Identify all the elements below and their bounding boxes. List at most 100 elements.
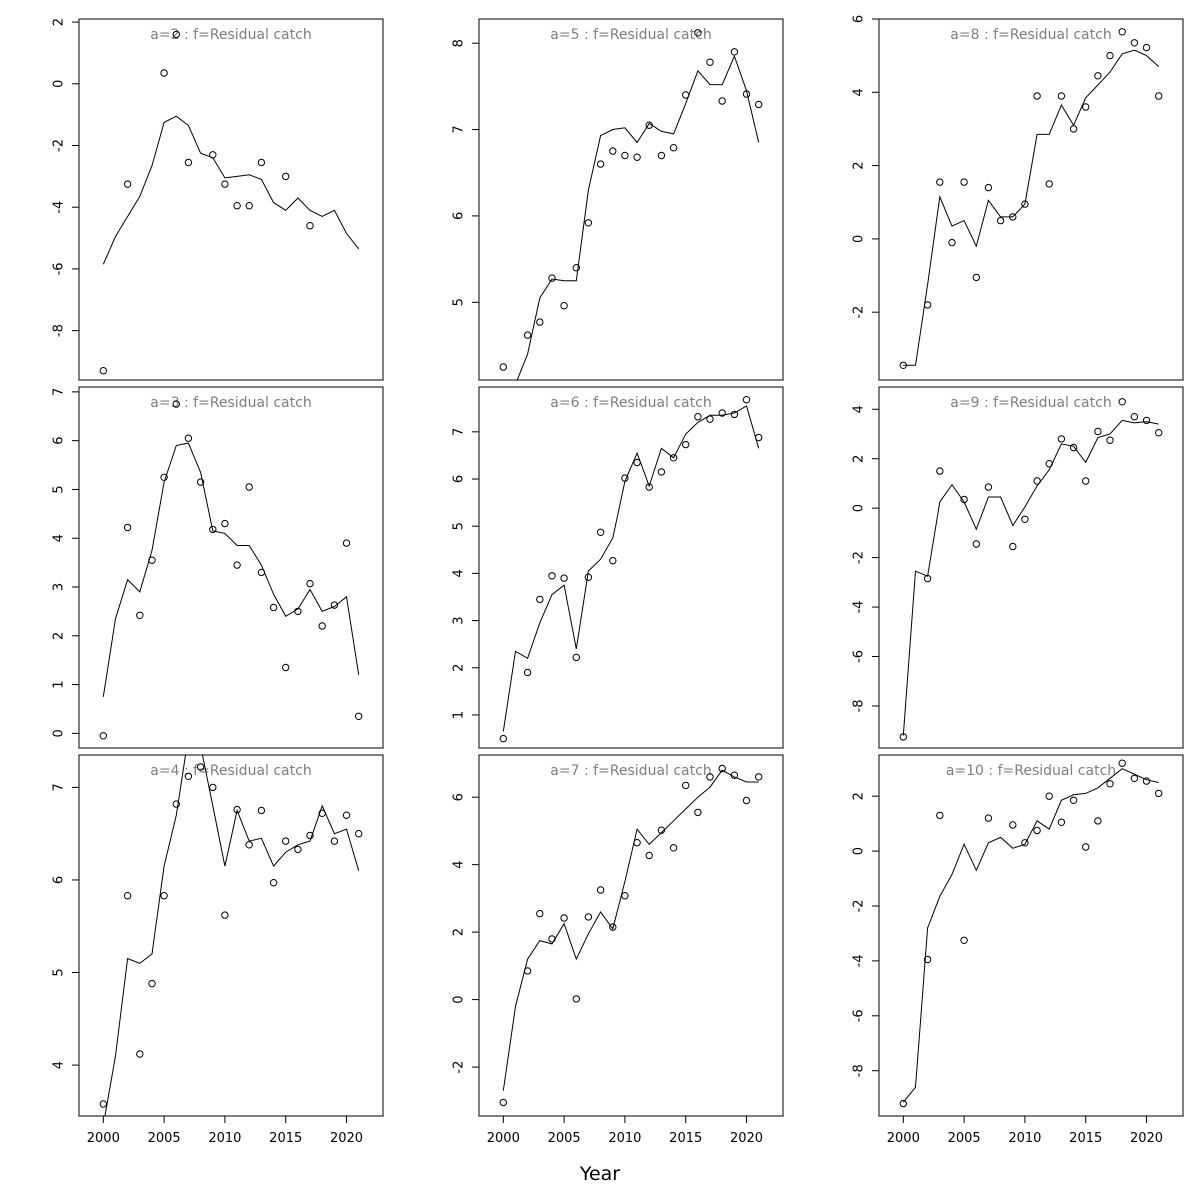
x-tick-label: 2010 [608, 1131, 641, 1146]
observed-point [209, 151, 217, 159]
y-tick-label: 7 [52, 783, 67, 791]
y-tick-label: -2 [852, 551, 867, 564]
y-tick-label: -6 [852, 650, 867, 663]
observed-point [245, 841, 253, 849]
observed-point [1106, 436, 1114, 444]
observed-point [1033, 92, 1041, 100]
observed-point [1155, 789, 1163, 798]
observed-point [548, 935, 556, 943]
observed-point [669, 144, 678, 152]
observed-point [633, 458, 641, 467]
observed-point [948, 238, 956, 247]
x-tick-label: 2015 [269, 1131, 302, 1146]
x-tick-label: 2020 [1130, 1131, 1163, 1146]
observed-point [1057, 92, 1066, 100]
observed-point [99, 1100, 108, 1108]
observed-point [596, 886, 605, 894]
observed-point [318, 622, 326, 630]
observed-point [742, 396, 751, 404]
x-tick-label: 2010 [1008, 1131, 1041, 1146]
observed-point [330, 601, 339, 609]
observed-point [282, 837, 290, 845]
y-tick-label: -6 [852, 1009, 867, 1022]
plot-area [899, 28, 1163, 369]
fitted-line [104, 755, 360, 1116]
observed-point [257, 568, 266, 577]
observed-point [755, 100, 763, 109]
y-tick-label: 3 [52, 583, 67, 591]
observed-point [669, 454, 678, 462]
x-tick-label: 2020 [330, 1131, 363, 1146]
observed-point [1142, 777, 1151, 785]
y-tick-label: 6 [852, 15, 867, 23]
observed-point [572, 653, 580, 662]
observed-point [136, 611, 144, 619]
y-tick-label: 5 [52, 485, 67, 493]
observed-point [1045, 180, 1053, 188]
y-tick-label: 3 [452, 616, 467, 624]
panel: a=8 : f=Residual catch -2 0 2 4 6 [852, 15, 1184, 381]
observed-point [1130, 39, 1139, 47]
observed-point [730, 410, 739, 419]
panel-title: a=6 : f=Residual catch [550, 395, 711, 411]
y-tick-label: 2 [452, 928, 467, 936]
observed-point [499, 363, 507, 371]
fitted-line [902, 419, 1159, 736]
observed-point [694, 413, 702, 421]
y-tick-label: 5 [452, 298, 467, 306]
panel-title: a=8 : f=Residual catch [950, 27, 1111, 43]
plot-area [899, 759, 1163, 1108]
plot-frame [478, 386, 784, 749]
observed-point [148, 979, 156, 988]
observed-point [960, 936, 968, 944]
observed-point [706, 773, 714, 781]
y-tick-label: 0 [52, 729, 67, 737]
x-tick-label: 2000 [87, 1131, 120, 1146]
x-tick-label: 2010 [208, 1131, 241, 1146]
observed-point [718, 97, 726, 105]
y-tick-label: -4 [852, 954, 867, 967]
observed-point [209, 525, 217, 534]
x-tick-label: 2005 [548, 1131, 581, 1146]
fitted-line [102, 115, 360, 265]
plot-frame [78, 754, 384, 1117]
observed-point [972, 540, 980, 548]
observed-point [294, 845, 302, 854]
observed-point [1069, 125, 1078, 133]
observed-point [645, 483, 653, 491]
fitted-line [902, 768, 1159, 1103]
panel: a=10 : f=Residual catch -8 -6 -4 -2 0 2 2000 200… [852, 754, 1184, 1146]
observed-point [1118, 28, 1126, 36]
observed-point [184, 158, 193, 167]
observed-point [584, 573, 593, 581]
observed-point [682, 91, 690, 99]
observed-point [172, 400, 181, 408]
observed-point [755, 773, 763, 781]
plot-area [499, 396, 763, 743]
observed-point [633, 839, 641, 847]
observed-point [148, 556, 156, 564]
observed-point [923, 955, 932, 964]
observed-point [196, 763, 205, 771]
observed-point [694, 29, 702, 37]
observed-point [1033, 477, 1041, 485]
y-tick-label: 0 [52, 80, 67, 88]
observed-point [742, 90, 751, 98]
observed-point [682, 440, 690, 449]
panel-title: a=5 : f=Residual catch [550, 27, 711, 43]
observed-point [282, 663, 290, 672]
observed-point [706, 415, 714, 423]
plot-frame [878, 386, 1184, 749]
observed-point [1033, 826, 1041, 835]
y-tick-label: -8 [852, 1064, 867, 1077]
observed-point [245, 202, 253, 210]
observed-point [996, 216, 1005, 225]
observed-point [1142, 416, 1151, 425]
observed-point [718, 764, 726, 773]
plot-area [99, 400, 363, 740]
observed-point [706, 58, 714, 66]
observed-point [596, 528, 605, 536]
observed-point [609, 557, 617, 565]
